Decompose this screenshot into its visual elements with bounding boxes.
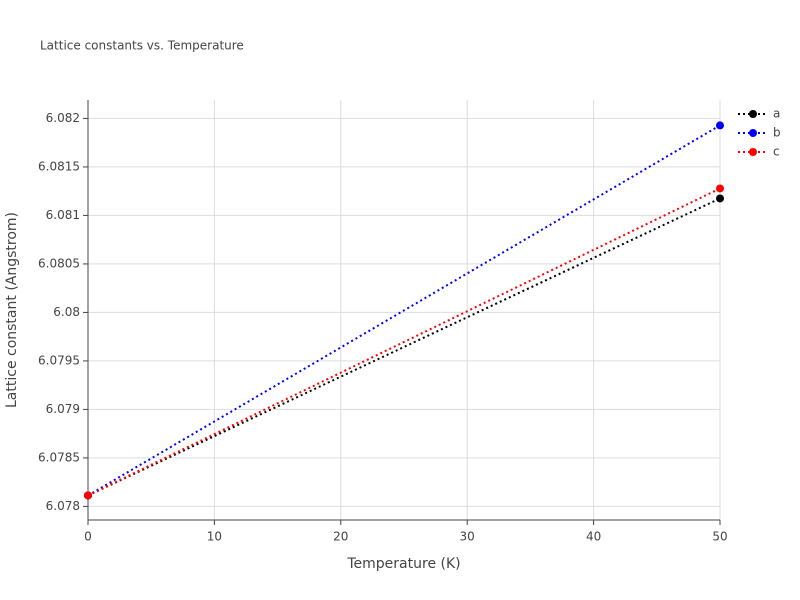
y-tick-label: 6.0785: [38, 450, 80, 464]
legend-label: b: [773, 126, 781, 140]
y-tick-label: 6.081: [46, 208, 80, 222]
point: [716, 121, 724, 130]
y-tick-label: 6.079: [46, 402, 80, 416]
legend-label: a: [773, 107, 780, 121]
y-tick-label: 6.078: [46, 499, 80, 513]
legend-marker: [749, 110, 757, 118]
series-line: [87, 197, 721, 497]
y-tick-label: 6.082: [46, 111, 80, 125]
y-tick-label: 6.0815: [38, 159, 80, 173]
series-line: [87, 124, 721, 497]
y-tick-label: 6.0795: [38, 353, 80, 367]
series-line: [87, 187, 721, 497]
legend-marker: [749, 148, 757, 156]
x-tick-label: 30: [460, 530, 475, 544]
point: [716, 194, 724, 203]
legend-label: c: [773, 145, 780, 159]
x-tick-label: 0: [84, 530, 92, 544]
y-tick-label: 6.0805: [38, 256, 80, 270]
y-axis-label: Lattice constant (Angstrom): [4, 212, 20, 408]
x-tick-label: 10: [207, 530, 222, 544]
x-tick-label: 40: [586, 530, 601, 544]
y-tick-label: 6.08: [53, 305, 80, 319]
x-tick-label: 50: [712, 530, 727, 544]
x-tick-label: 20: [333, 530, 348, 544]
point: [84, 491, 92, 500]
chart-title: Lattice constants vs. Temperature: [40, 39, 244, 53]
legend-marker: [749, 129, 757, 137]
point: [716, 184, 724, 193]
x-axis-label: Temperature (K): [346, 556, 460, 572]
